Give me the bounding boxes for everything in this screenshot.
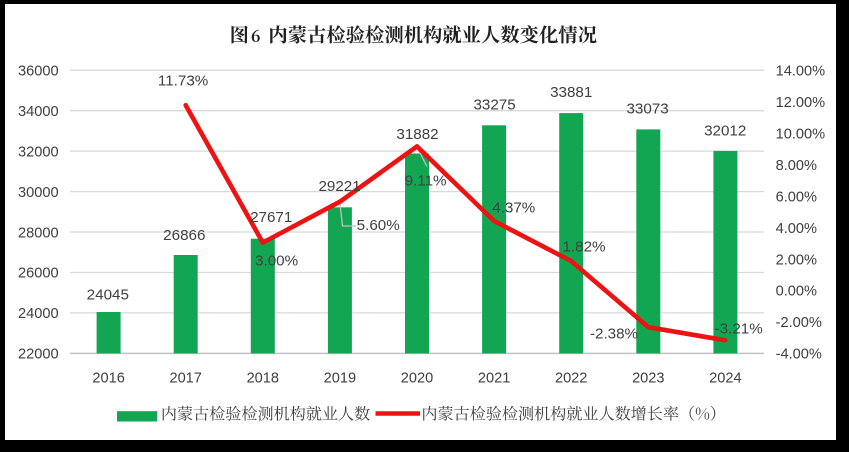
svg-text:10.00%: 10.00% [776, 126, 826, 142]
svg-text:12.00%: 12.00% [776, 95, 826, 111]
svg-text:2017: 2017 [169, 370, 201, 386]
svg-text:31882: 31882 [396, 126, 438, 143]
svg-text:-2.38%: -2.38% [590, 326, 638, 343]
svg-text:4.37%: 4.37% [492, 199, 535, 216]
svg-text:32012: 32012 [704, 122, 746, 139]
svg-text:11.73%: 11.73% [158, 73, 208, 90]
svg-text:2016: 2016 [92, 370, 124, 386]
svg-text:0.00%: 0.00% [776, 284, 817, 300]
svg-text:27671: 27671 [250, 209, 292, 226]
svg-text:2023: 2023 [632, 370, 664, 386]
svg-text:9.11%: 9.11% [405, 172, 447, 189]
svg-text:26000: 26000 [18, 266, 59, 282]
svg-text:6.00%: 6.00% [776, 189, 817, 205]
svg-text:34000: 34000 [18, 104, 59, 120]
svg-text:14.00%: 14.00% [776, 64, 826, 80]
svg-text:2020: 2020 [401, 370, 433, 386]
svg-text:33275: 33275 [473, 97, 515, 114]
svg-text:2018: 2018 [247, 370, 279, 386]
svg-text:32000: 32000 [18, 144, 59, 160]
svg-text:-2.00%: -2.00% [776, 315, 822, 331]
svg-text:4.00%: 4.00% [776, 221, 817, 237]
svg-text:-4.00%: -4.00% [776, 347, 822, 363]
svg-text:26866: 26866 [163, 227, 205, 244]
svg-text:30000: 30000 [18, 185, 59, 201]
svg-text:33881: 33881 [550, 84, 592, 101]
svg-text:5.60%: 5.60% [357, 217, 400, 234]
svg-text:1.82%: 1.82% [562, 238, 605, 255]
svg-text:3.00%: 3.00% [255, 253, 298, 270]
svg-text:2022: 2022 [555, 370, 587, 386]
svg-text:2024: 2024 [709, 370, 741, 386]
svg-text:2021: 2021 [478, 370, 510, 386]
svg-text:33073: 33073 [626, 100, 668, 117]
svg-text:22000: 22000 [18, 347, 59, 363]
svg-text:28000: 28000 [18, 225, 59, 241]
svg-text:2019: 2019 [324, 370, 356, 386]
svg-text:24000: 24000 [18, 306, 59, 322]
svg-text:2.00%: 2.00% [776, 252, 817, 268]
svg-text:24045: 24045 [87, 286, 129, 303]
svg-text:8.00%: 8.00% [776, 158, 817, 174]
svg-text:36000: 36000 [18, 64, 59, 80]
svg-text:-3.21%: -3.21% [715, 321, 763, 338]
svg-text:29221: 29221 [318, 178, 360, 195]
